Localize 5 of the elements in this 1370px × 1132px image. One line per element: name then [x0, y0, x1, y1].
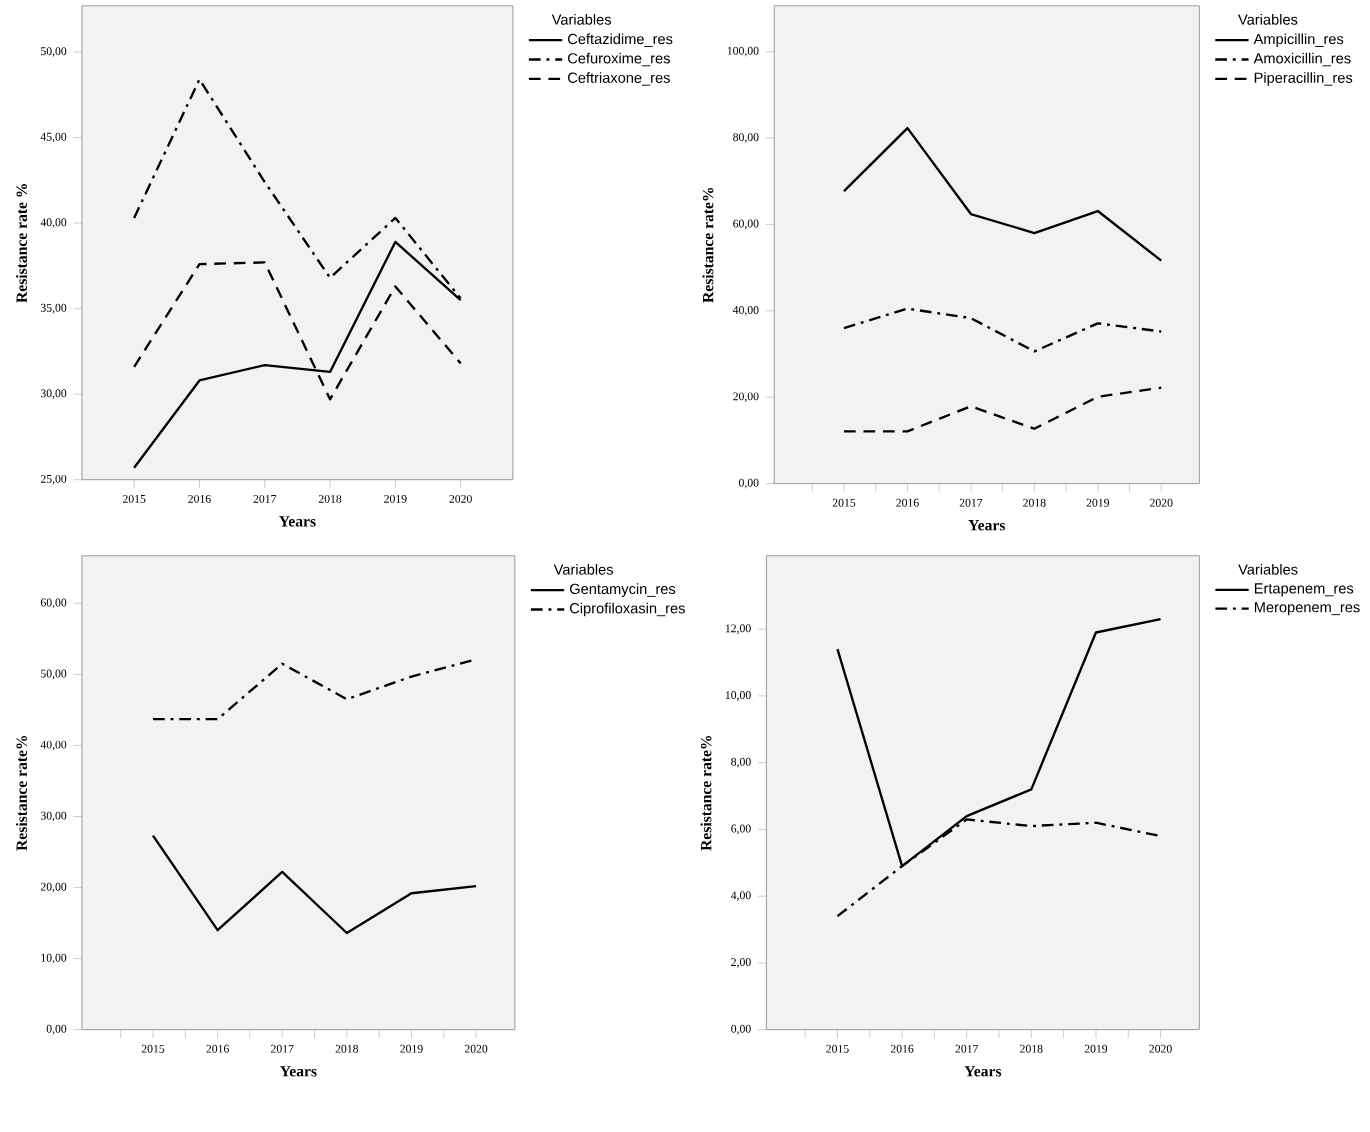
line-series [842, 387, 1163, 433]
line-series [842, 127, 1163, 263]
line-series [151, 834, 478, 935]
line-series [151, 658, 478, 721]
line-series [842, 307, 1163, 354]
